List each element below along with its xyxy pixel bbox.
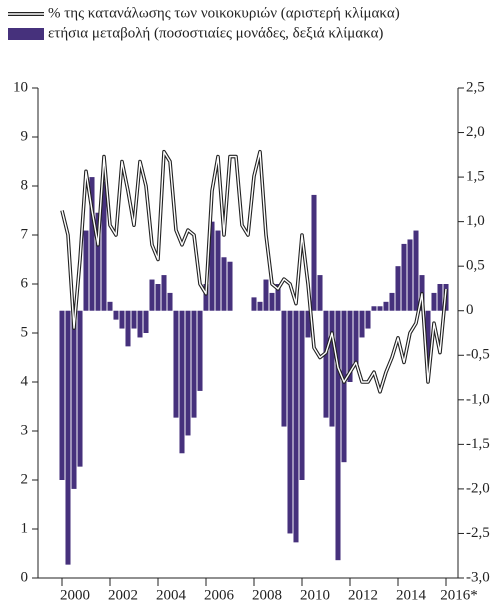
bar bbox=[365, 310, 371, 329]
bar bbox=[359, 310, 365, 338]
bar bbox=[197, 310, 203, 391]
bar bbox=[305, 310, 311, 338]
y2-tick-label: -2,5 bbox=[466, 525, 490, 541]
legend-label: % της κατανάλωσης των νοικοκυριών (αριστ… bbox=[48, 5, 400, 21]
bar bbox=[59, 310, 65, 480]
bar bbox=[143, 310, 149, 333]
y-tick-label: 8 bbox=[21, 177, 29, 193]
bar bbox=[209, 221, 215, 311]
bar bbox=[281, 310, 287, 427]
x-tick-label: 2002 bbox=[108, 587, 138, 603]
y2-tick-label: 2,0 bbox=[466, 124, 485, 140]
bar bbox=[413, 230, 419, 311]
bar bbox=[353, 310, 359, 365]
y2-tick-label: 1,5 bbox=[466, 169, 485, 185]
x-tick-label: 2012 bbox=[348, 587, 378, 603]
bar bbox=[395, 266, 401, 311]
bar bbox=[221, 257, 227, 311]
bar bbox=[185, 310, 191, 436]
bar bbox=[431, 292, 437, 311]
bar bbox=[401, 243, 407, 311]
bar bbox=[335, 310, 341, 561]
bar bbox=[125, 310, 131, 347]
y-tick-label: 6 bbox=[21, 275, 29, 291]
y-tick-label: 10 bbox=[13, 79, 28, 95]
bar bbox=[407, 239, 413, 311]
x-tick-label: 2010 bbox=[300, 587, 330, 603]
x-tick-label: 2016* bbox=[440, 587, 478, 603]
y-tick-label: 0 bbox=[21, 569, 29, 585]
bar bbox=[173, 310, 179, 418]
y2-tick-label: -2,0 bbox=[466, 480, 490, 496]
line-inner bbox=[61, 151, 447, 393]
bar bbox=[161, 275, 167, 311]
y-tick-label: 3 bbox=[21, 422, 29, 438]
y2-tick-label: -1,0 bbox=[466, 391, 490, 407]
y2-tick-label: 0,5 bbox=[466, 258, 485, 274]
bar bbox=[269, 292, 275, 311]
bar bbox=[71, 310, 77, 489]
bar bbox=[377, 306, 383, 311]
bar bbox=[293, 310, 299, 543]
y2-tick-label: -3,0 bbox=[466, 569, 490, 585]
bar bbox=[149, 279, 155, 311]
y-tick-label: 2 bbox=[21, 471, 29, 487]
bar bbox=[389, 292, 395, 311]
y2-tick-label: -1,5 bbox=[466, 436, 490, 452]
bar bbox=[203, 284, 209, 311]
bar bbox=[425, 310, 431, 374]
x-tick-label: 2006 bbox=[204, 587, 235, 603]
bar bbox=[371, 306, 377, 311]
x-tick-label: 2014 bbox=[396, 587, 427, 603]
bar bbox=[89, 177, 95, 311]
bar bbox=[299, 310, 305, 480]
y-tick-label: 9 bbox=[21, 128, 29, 144]
bar bbox=[329, 310, 335, 427]
bar bbox=[347, 310, 353, 382]
bar bbox=[287, 310, 293, 534]
bar bbox=[179, 310, 185, 454]
bar bbox=[341, 310, 347, 463]
bar bbox=[131, 310, 137, 329]
legend-swatch bbox=[8, 28, 44, 40]
legend-label: ετήσια μεταβολή (ποσοστιαίες μονάδες, δε… bbox=[48, 25, 383, 41]
bar bbox=[107, 301, 113, 311]
bar bbox=[65, 310, 71, 565]
y-tick-label: 1 bbox=[21, 520, 29, 536]
y2-tick-label: 0 bbox=[466, 302, 474, 318]
bar bbox=[257, 301, 263, 311]
x-tick-label: 2000 bbox=[60, 587, 90, 603]
y-tick-label: 7 bbox=[21, 226, 29, 242]
x-tick-label: 2004 bbox=[156, 587, 187, 603]
bar bbox=[155, 284, 161, 311]
y-tick-label: 4 bbox=[21, 373, 29, 389]
y2-tick-label: 2,5 bbox=[466, 79, 485, 95]
bar bbox=[275, 284, 281, 311]
bar bbox=[167, 292, 173, 311]
y2-tick-label: -0,5 bbox=[466, 347, 490, 363]
bar bbox=[137, 310, 143, 338]
bar bbox=[215, 230, 221, 311]
bar bbox=[77, 310, 83, 467]
bar bbox=[383, 301, 389, 311]
bar bbox=[323, 310, 329, 418]
bar bbox=[101, 181, 107, 311]
bar bbox=[113, 310, 119, 320]
x-tick-label: 2008 bbox=[252, 587, 282, 603]
y2-tick-label: 1,0 bbox=[466, 213, 485, 229]
bar bbox=[437, 284, 443, 311]
bar bbox=[311, 194, 317, 311]
bar bbox=[95, 212, 101, 311]
bar bbox=[119, 310, 125, 329]
bar bbox=[191, 310, 197, 418]
bar bbox=[263, 279, 269, 311]
bar bbox=[251, 297, 257, 311]
bar bbox=[227, 261, 233, 311]
y-tick-label: 5 bbox=[21, 324, 29, 340]
bar bbox=[83, 230, 89, 311]
bar bbox=[317, 275, 323, 311]
